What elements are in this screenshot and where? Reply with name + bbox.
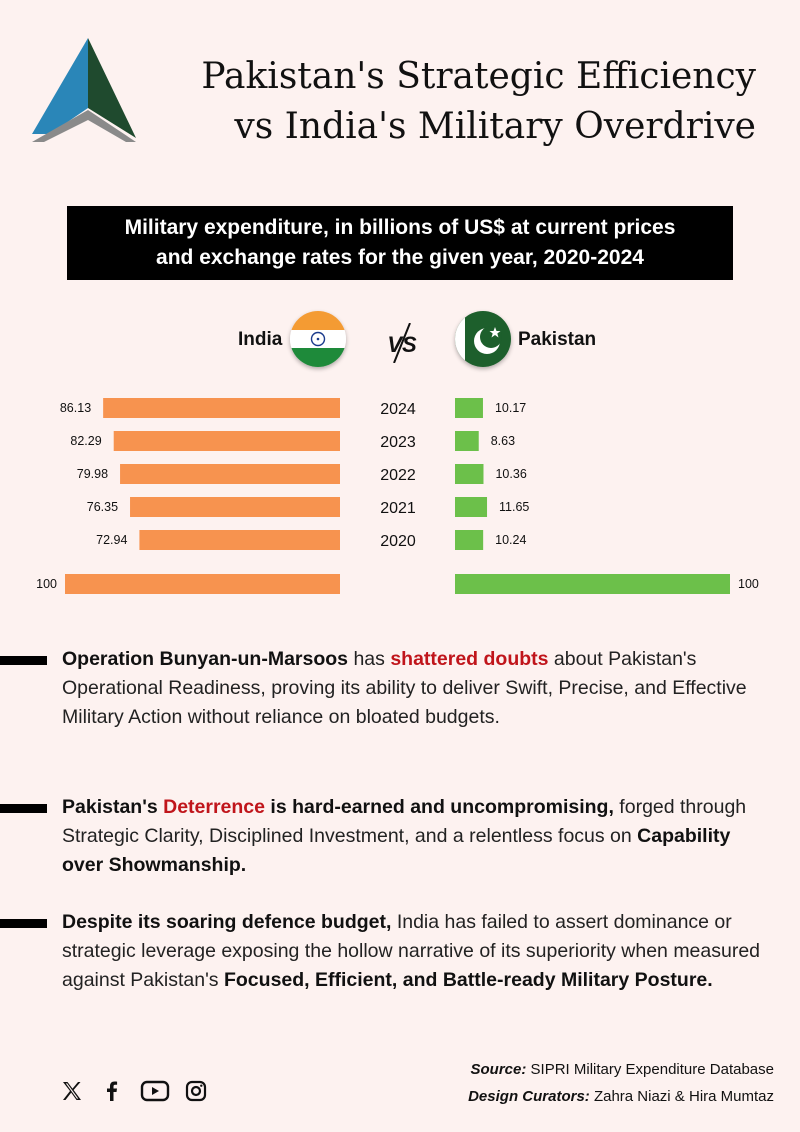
- pakistan-value-label: 11.65: [499, 500, 529, 514]
- pakistan-bar-2024: [455, 398, 483, 418]
- year-label: 2024: [380, 401, 416, 418]
- x-icon[interactable]: [60, 1079, 86, 1105]
- pakistan-value-label: 8.63: [491, 434, 515, 448]
- india-flag-icon: [290, 311, 346, 367]
- bullet-text: Despite its soaring defence budget, Indi…: [62, 908, 762, 995]
- india-reference-label: 100: [36, 577, 57, 591]
- bullet-text: Pakistan's Deterrence is hard-earned and…: [62, 793, 762, 880]
- year-label: 2021: [380, 500, 416, 517]
- india-reference-bar: [65, 574, 340, 594]
- curators-value: Zahra Niazi & Hira Mumtaz: [589, 1088, 774, 1105]
- logo-icon: [32, 38, 136, 142]
- curators-line: Design Curators: Zahra Niazi & Hira Mumt…: [468, 1083, 774, 1110]
- bullet-marker: [0, 656, 47, 665]
- source-label: Source:: [470, 1061, 527, 1078]
- bullet-text-segment: Focused, Efficient, and Battle-ready Mil…: [223, 969, 713, 991]
- vs-icon: VS: [387, 323, 417, 363]
- bullet-text: Operation Bunyan-un-Marsoos has shattere…: [62, 645, 762, 732]
- social-links: [60, 1078, 210, 1106]
- bullet-text-segment: Deterrence: [163, 796, 265, 818]
- bullet-text-segment: Capability over Showmanship.: [62, 825, 731, 876]
- india-value-label: 72.94: [96, 533, 127, 547]
- pakistan-reference-bar: [455, 574, 730, 594]
- year-label: 2023: [380, 434, 416, 451]
- banner-line-1: Military expenditure, in billions of US$…: [124, 216, 676, 239]
- page-title: Pakistan's Strategic Efficiency vs India…: [196, 52, 756, 152]
- source-line: Source: SIPRI Military Expenditure Datab…: [468, 1056, 774, 1083]
- bullet-text-segment: about Pakistan's Operational Readiness, …: [62, 648, 747, 728]
- pakistan-value-label: 10.36: [495, 467, 526, 481]
- india-bar-2023: [113, 431, 340, 451]
- title-line-2: vs India's Military Overdrive: [234, 106, 756, 147]
- curators-label: Design Curators:: [468, 1088, 590, 1105]
- chart-title-banner: Military expenditure, in billions of US$…: [67, 206, 733, 280]
- bullet-text-segment: Pakistan's: [62, 796, 164, 818]
- india-bar-2021: [130, 497, 340, 517]
- pakistan-flag-icon: [455, 311, 511, 367]
- india-bar-2020: [139, 530, 340, 550]
- pakistan-bar-2020: [455, 530, 484, 550]
- india-value-label: 82.29: [70, 434, 101, 448]
- pakistan-value-label: 10.24: [495, 533, 526, 547]
- bullet-text-segment: forged through Strategic Clarity, Discip…: [62, 796, 747, 847]
- bullet-text-segment: Despite its soaring defence budget,: [62, 911, 392, 933]
- source-value: SIPRI Military Expenditure Database: [526, 1061, 774, 1078]
- india-value-label: 76.35: [87, 500, 118, 514]
- bullet-text-segment: is hard-earned and uncompromising,: [265, 796, 614, 818]
- pakistan-label: Pakistan: [518, 329, 597, 350]
- bullet-marker: [0, 804, 47, 813]
- india-value-label: 86.13: [60, 401, 91, 415]
- pakistan-bar-2021: [455, 497, 488, 517]
- bullet-text-segment: has: [348, 648, 391, 670]
- india-label: India: [238, 329, 283, 350]
- facebook-icon[interactable]: [100, 1079, 126, 1105]
- footer-credits: Source: SIPRI Military Expenditure Datab…: [468, 1056, 774, 1110]
- instagram-icon[interactable]: [184, 1079, 210, 1105]
- india-bar-2024: [103, 398, 340, 418]
- bullet-text-segment: Operation Bunyan-un-Marsoos: [62, 648, 349, 670]
- pakistan-bar-2022: [455, 464, 484, 484]
- expenditure-chart: 86.13 2024 10.17 82.29 2023 8.63 79.98 2022 10.3…: [36, 398, 759, 594]
- pakistan-bar-2023: [455, 431, 479, 451]
- year-label: 2022: [380, 467, 416, 484]
- year-label: 2020: [380, 533, 416, 550]
- india-bar-2022: [120, 464, 341, 484]
- bullet-text-segment: India has failed to assert dominance or …: [62, 911, 761, 991]
- bullet-marker: [0, 919, 47, 928]
- bullet-text-segment: shattered doubts: [390, 648, 549, 670]
- youtube-icon[interactable]: [140, 1079, 170, 1105]
- title-line-1: Pakistan's Strategic Efficiency: [201, 56, 756, 97]
- banner-line-2: and exchange rates for the given year, 2…: [156, 246, 644, 269]
- india-value-label: 79.98: [77, 467, 108, 481]
- vs-text: VS: [387, 332, 417, 357]
- pakistan-value-label: 10.17: [495, 401, 526, 415]
- pakistan-reference-label: 100: [738, 577, 759, 591]
